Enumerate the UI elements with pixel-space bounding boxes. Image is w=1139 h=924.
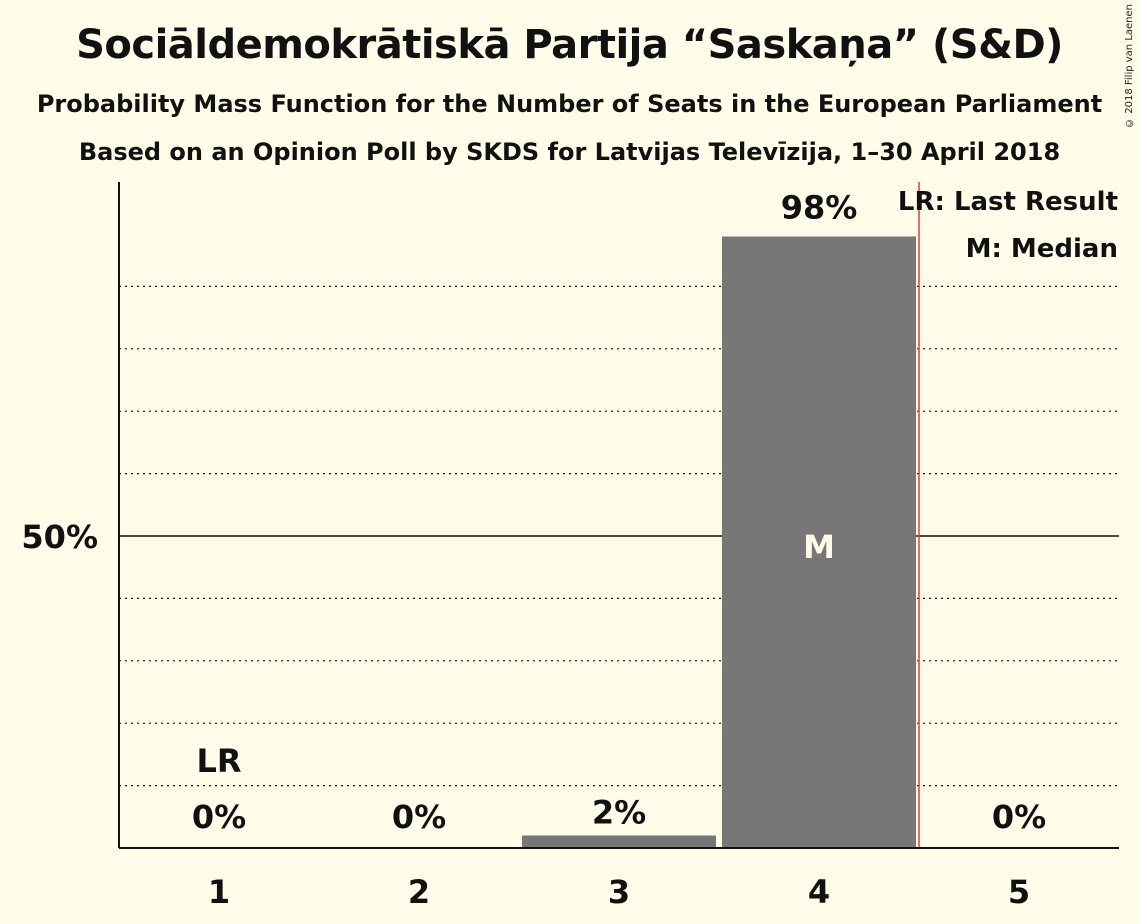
- x-tick-label-2: 2: [408, 873, 430, 911]
- value-label-1: 0%: [192, 798, 246, 836]
- x-tick-label-5: 5: [1008, 873, 1030, 911]
- chart-title: Sociāldemokrātiskā Partija “Saskaņa” (S&…: [76, 22, 1063, 68]
- bar-3: [522, 835, 716, 848]
- x-tick-label-4: 4: [808, 873, 830, 911]
- bars: [522, 236, 916, 849]
- chart-source-line: Based on an Opinion Poll by SKDS for Lat…: [78, 138, 1061, 166]
- legend-median: M: Median: [966, 234, 1118, 264]
- chart-subtitle: Probability Mass Function for the Number…: [36, 90, 1103, 118]
- last-result-marker: LR: [196, 742, 241, 780]
- x-tick-label-1: 1: [208, 873, 230, 911]
- value-label-5: 0%: [992, 798, 1046, 836]
- legend-last-result: LR: Last Result: [898, 187, 1118, 217]
- chart-labels: 1 0% 2 0% 3 2% 4 98% 5 0% LR M: [192, 188, 1046, 911]
- value-label-2: 0%: [392, 798, 446, 836]
- y-tick-label-50: 50%: [21, 518, 98, 556]
- bar-4: [722, 236, 916, 849]
- value-label-4: 98%: [781, 188, 858, 226]
- value-label-3: 2%: [592, 794, 646, 832]
- grid-lines: [119, 285, 1119, 787]
- median-marker: M: [803, 528, 835, 566]
- x-tick-label-3: 3: [608, 873, 630, 911]
